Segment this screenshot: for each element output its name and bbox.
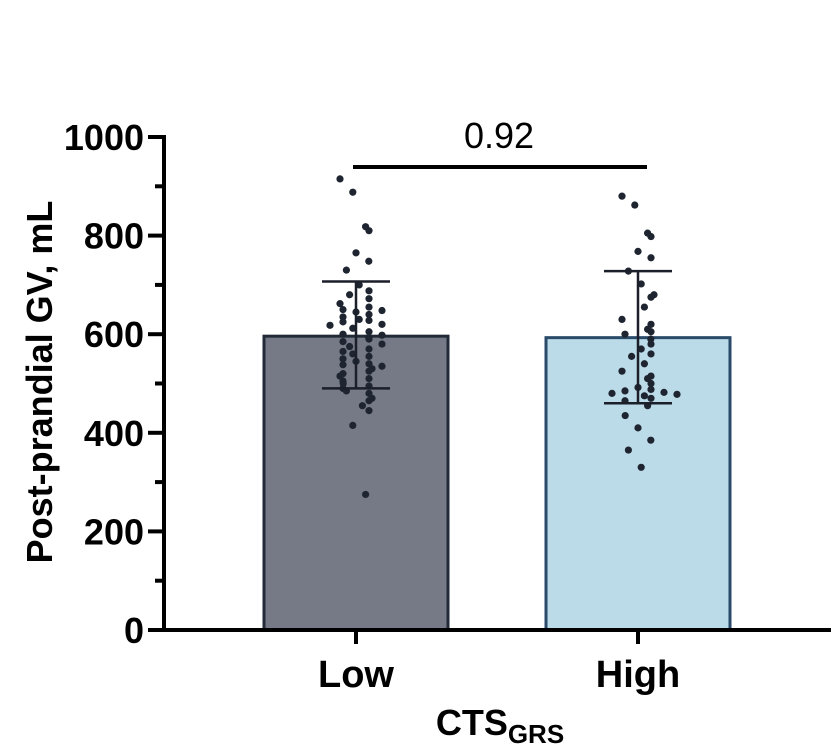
y-axis-title: Post-prandial GV, mL	[19, 201, 60, 564]
data-point-high	[647, 232, 655, 241]
significance-p-value: 0.92	[464, 115, 534, 156]
data-point-low	[378, 362, 386, 370]
data-point-low	[349, 324, 357, 332]
bars-layer	[262, 334, 732, 632]
data-point-high	[647, 328, 655, 336]
y-tick-label: 600	[84, 314, 144, 355]
data-point-high	[618, 192, 626, 200]
data-point-low	[326, 321, 334, 329]
data-point-low	[365, 257, 373, 265]
data-point-low	[365, 303, 373, 311]
data-point-high	[647, 394, 655, 402]
data-point-high	[624, 446, 633, 454]
data-point-low	[339, 361, 347, 369]
data-point-high	[628, 352, 636, 360]
data-point-high	[647, 340, 655, 348]
data-point-low	[339, 318, 347, 326]
data-point-low	[378, 320, 386, 328]
data-point-high	[637, 280, 645, 288]
data-point-low	[355, 315, 363, 324]
data-point-high	[634, 247, 642, 255]
data-point-high	[637, 345, 645, 353]
data-point-low	[365, 397, 373, 405]
data-point-low	[346, 291, 354, 299]
data-point-low	[378, 340, 386, 348]
data-point-low	[365, 295, 373, 303]
data-point-low	[365, 407, 373, 415]
data-point-high	[640, 303, 649, 311]
data-point-high	[647, 379, 655, 388]
data-point-high	[608, 389, 616, 397]
data-point-high	[647, 254, 655, 262]
data-point-high	[660, 388, 668, 396]
data-point-low	[349, 421, 357, 430]
y-tick-label: 0	[124, 610, 144, 651]
data-point-low	[339, 337, 347, 346]
data-point-low	[365, 287, 373, 295]
data-point-low	[378, 331, 386, 339]
y-tick-label: 200	[84, 511, 144, 552]
data-point-low	[342, 266, 350, 274]
x-axis-title-main: CTS	[436, 702, 508, 743]
data-point-low	[362, 490, 370, 499]
data-point-high	[647, 385, 655, 394]
data-point-low	[352, 249, 360, 257]
y-tick-label: 800	[84, 216, 144, 257]
data-point-low	[339, 355, 347, 363]
error-bars-layer	[322, 269, 672, 405]
x-tick-label-low: Low	[318, 654, 394, 696]
data-point-high	[621, 411, 629, 420]
data-point-low	[355, 281, 363, 289]
data-point-high	[647, 350, 655, 358]
data-point-low	[358, 402, 366, 410]
labels-layer: 0 200 400 600 800 1000 Low High	[64, 117, 680, 696]
x-axis-title: CTSGRS	[436, 702, 564, 749]
data-point-high	[640, 392, 649, 400]
data-point-low	[365, 227, 373, 235]
y-tick-label: 1000	[64, 117, 144, 158]
data-point-low	[365, 310, 373, 319]
data-point-high	[618, 367, 626, 375]
data-point-high	[647, 293, 655, 301]
y-tick-label: 400	[84, 413, 144, 454]
x-axis-title-subscript: GRS	[508, 719, 564, 749]
data-point-low	[339, 347, 347, 356]
data-point-low	[365, 335, 373, 343]
data-point-low	[346, 342, 354, 351]
data-point-low	[365, 374, 373, 383]
data-point-high	[647, 436, 655, 444]
data-point-high	[637, 463, 645, 471]
data-point-low	[349, 188, 357, 196]
data-point-high	[634, 424, 642, 432]
data-point-low	[365, 367, 373, 375]
data-point-high	[618, 315, 626, 324]
data-point-low	[349, 350, 357, 358]
x-tick-label-high: High	[596, 654, 680, 696]
data-point-high	[631, 201, 639, 209]
data-point-low	[339, 330, 347, 338]
data-point-low	[378, 306, 386, 315]
data-point-high	[621, 387, 629, 395]
data-point-low	[339, 305, 347, 314]
data-point-low	[365, 316, 373, 324]
data-point-high	[621, 330, 629, 338]
axes-layer	[148, 135, 831, 644]
data-point-low	[336, 175, 344, 183]
data-point-high	[673, 390, 681, 398]
data-point-low	[365, 345, 373, 353]
data-point-low	[336, 300, 344, 308]
points-layer	[326, 175, 681, 499]
data-point-low	[339, 313, 347, 321]
data-point-low	[365, 352, 373, 360]
data-point-high	[640, 360, 649, 368]
data-point-low	[365, 328, 373, 336]
